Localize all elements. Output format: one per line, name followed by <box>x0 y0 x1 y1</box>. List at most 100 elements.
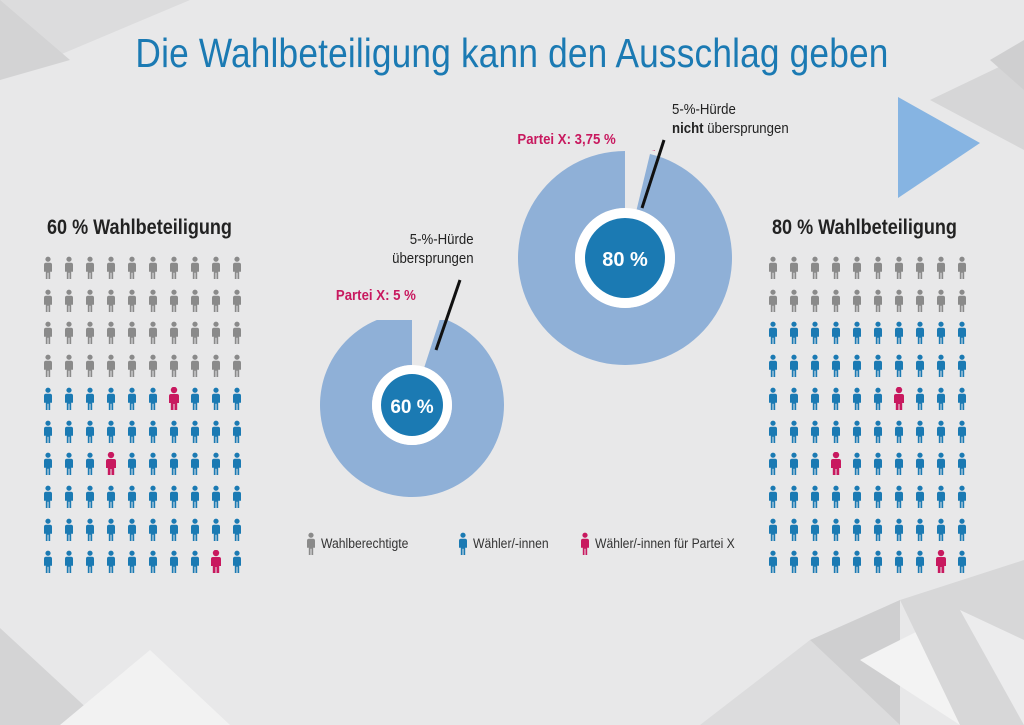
person-icon-blue <box>832 321 840 345</box>
person-icon-blue <box>916 452 924 476</box>
person-icon-blue <box>44 485 52 508</box>
person-icon-blue <box>916 321 924 345</box>
person-icon-blue <box>65 387 73 410</box>
person-icon-blue <box>65 452 73 476</box>
person-icon-blue <box>44 452 52 476</box>
person-icon-blue <box>128 452 136 476</box>
person-icon-blue <box>212 420 220 443</box>
person-icon-gray <box>769 256 777 279</box>
person-icon-blue <box>916 354 924 378</box>
person-icon-gray <box>86 289 94 312</box>
person-icon-blue <box>86 387 94 410</box>
person-icon-blue <box>790 387 798 410</box>
person-icon-blue <box>86 452 94 476</box>
person-icon-blue <box>170 485 178 508</box>
person-icon-gray <box>107 256 115 279</box>
person-icon-gray <box>149 256 157 279</box>
person-icon-blue <box>170 550 178 574</box>
person-icon-blue <box>874 518 882 541</box>
person-icon-blue <box>811 550 819 574</box>
person-icon-blue <box>958 485 966 508</box>
person-icon-gray <box>895 289 903 312</box>
person-icon-gray <box>191 289 199 312</box>
person-icon-blue <box>170 518 178 541</box>
person-icon-blue <box>958 420 966 443</box>
person-icon-gray <box>212 354 220 378</box>
person-icon-gray <box>307 532 315 555</box>
person-icon-blue <box>65 485 73 508</box>
person-icon-blue <box>853 321 861 345</box>
person-icon-blue <box>65 550 73 574</box>
person-icon-blue <box>191 485 199 508</box>
person-icon-blue <box>937 518 945 541</box>
person-icon-blue <box>895 354 903 378</box>
person-icon-gray <box>149 354 157 378</box>
person-icon-gray <box>916 289 924 312</box>
hurdle-annotation-80: 5-%-Hürde nicht übersprungen <box>672 101 789 137</box>
person-icon-blue <box>769 387 777 410</box>
person-icon-blue <box>937 420 945 443</box>
person-icon-blue <box>811 321 819 345</box>
person-icon-gray <box>233 289 241 312</box>
person-icon-blue <box>874 485 882 508</box>
person-icon-gray <box>86 321 94 345</box>
person-icon-blue <box>916 485 924 508</box>
person-icon-pink <box>936 550 946 574</box>
person-icon-blue <box>86 420 94 443</box>
person-icon-gray <box>149 289 157 312</box>
donut-slice-others <box>518 151 732 365</box>
person-icon-gray <box>44 289 52 312</box>
person-icon-blue <box>170 420 178 443</box>
person-icon-gray <box>790 289 798 312</box>
person-icon-blue <box>958 354 966 378</box>
person-icon-blue <box>233 452 241 476</box>
turnout-circle <box>381 374 443 436</box>
person-icon-blue <box>233 420 241 443</box>
person-icon-blue <box>916 550 924 574</box>
person-icon-blue <box>44 420 52 443</box>
person-icon-blue <box>874 387 882 410</box>
person-icon-blue <box>170 452 178 476</box>
person-icon-blue <box>811 420 819 443</box>
person-icon-blue <box>832 518 840 541</box>
person-icon-blue <box>874 354 882 378</box>
person-icon-blue <box>874 321 882 345</box>
person-icon-blue <box>65 420 73 443</box>
person-icon-blue <box>149 387 157 410</box>
person-icon-blue <box>769 485 777 508</box>
person-icon-gray <box>233 321 241 345</box>
person-icon-gray <box>832 256 840 279</box>
person-icon-blue <box>149 485 157 508</box>
person-icon-blue <box>191 452 199 476</box>
person-icon-blue <box>212 518 220 541</box>
person-icon-gray <box>128 321 136 345</box>
person-icon-pink <box>169 386 179 410</box>
person-icon-blue <box>149 420 157 443</box>
person-icon-blue <box>895 485 903 508</box>
person-icon-gray <box>107 354 115 378</box>
person-icon-blue <box>44 387 52 410</box>
person-icon-blue <box>853 420 861 443</box>
person-icon-gray <box>191 321 199 345</box>
person-icon-blue <box>233 387 241 410</box>
person-icon-gray <box>874 256 882 279</box>
person-icon-blue <box>916 518 924 541</box>
person-icon-gray <box>170 354 178 378</box>
person-icon-gray <box>128 289 136 312</box>
person-icon-blue <box>958 550 966 574</box>
person-icon-blue <box>811 452 819 476</box>
person-icon-blue <box>233 518 241 541</box>
hurdle-annotation-60: 5-%-Hürde übersprungen <box>392 231 474 267</box>
person-icon-pink <box>894 386 904 410</box>
person-icon-blue <box>853 354 861 378</box>
person-icon-blue <box>191 387 199 410</box>
person-icon-blue <box>958 452 966 476</box>
person-icon-gray <box>233 256 241 279</box>
person-icon-gray <box>233 354 241 378</box>
person-icon-blue <box>212 387 220 410</box>
person-icon-pink <box>831 452 841 476</box>
person-icon-blue <box>916 420 924 443</box>
person-icon-gray <box>874 289 882 312</box>
person-icon-blue <box>769 518 777 541</box>
